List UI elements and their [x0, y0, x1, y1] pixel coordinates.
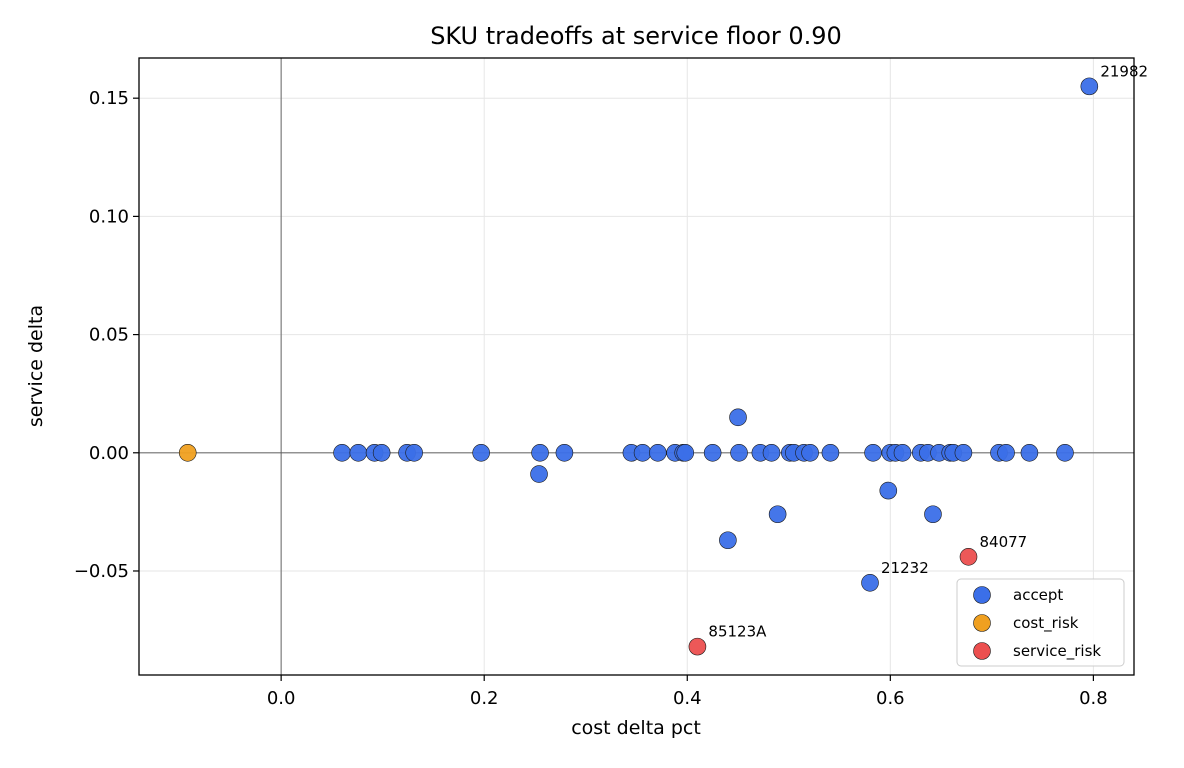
data-point-accept: [633, 443, 652, 462]
data-point-accept: [924, 505, 942, 524]
data-point-accept: [997, 443, 1015, 462]
data-point-service-risk: [688, 637, 707, 656]
legend-marker-accept: [973, 586, 991, 604]
y-axis-label: service delta: [25, 305, 47, 427]
data-point-accept: [762, 443, 781, 462]
data-point-accept: [954, 443, 973, 462]
data-point-accept: [861, 574, 879, 592]
y-tick-label: 0.15: [89, 88, 129, 109]
axis-ticks: 0.0 0.2 0.4 0.6 0.8 −0.05 0.00 0.05 0.10 0.15: [74, 88, 1108, 709]
legend: accept cost_risk service_risk: [956, 578, 1125, 667]
y-tick-label: 0.05: [89, 325, 129, 346]
data-point-accept: [1080, 77, 1099, 96]
data-point-accept: [864, 443, 882, 462]
legend-box: [956, 578, 1125, 667]
y-tick-label: 0.10: [89, 206, 129, 227]
data-point-accept: [530, 465, 548, 483]
data-point-accept: [730, 443, 748, 462]
data-point-accept: [893, 443, 912, 462]
data-point-accept: [372, 443, 391, 462]
data-point-service-risk: [959, 548, 978, 566]
data-point-accept: [703, 443, 722, 462]
x-tick-label: 0.8: [1079, 688, 1108, 709]
data-point-accept: [729, 408, 747, 427]
chart-title: SKU tradeoffs at service floor 0.90: [430, 22, 842, 50]
data-point-accept: [879, 481, 898, 500]
x-tick-label: 0.6: [876, 688, 905, 709]
plot-frame: [138, 57, 1135, 676]
point-annotation: 21232: [881, 559, 929, 577]
x-tick-label: 0.0: [267, 688, 296, 709]
y-tick-label: 0.00: [89, 443, 129, 464]
data-point-accept: [821, 443, 840, 462]
data-point-accept: [801, 443, 819, 462]
point-annotation: 85123A: [708, 623, 767, 641]
data-point-accept: [719, 531, 737, 550]
data-point-accept: [676, 443, 695, 462]
legend-marker-cost-risk: [973, 614, 991, 632]
legend-label: cost_risk: [1013, 614, 1079, 633]
data-point-accept: [1020, 443, 1039, 462]
data-point-accept: [405, 443, 423, 462]
data-points: [178, 77, 1099, 656]
data-point-accept: [649, 443, 667, 462]
data-point-accept: [333, 443, 351, 462]
point-annotations: 21982 84077 21232 85123A: [708, 62, 1148, 640]
legend-label: service_risk: [1013, 642, 1101, 661]
data-point-accept: [768, 505, 787, 524]
legend-label: accept: [1013, 586, 1063, 604]
data-point-accept: [555, 443, 574, 462]
data-point-accept: [1056, 443, 1074, 462]
data-point-cost-risk: [178, 443, 197, 462]
point-annotation: 84077: [980, 533, 1028, 551]
x-tick-label: 0.2: [470, 688, 499, 709]
x-tick-label: 0.4: [673, 688, 702, 709]
data-point-accept: [349, 443, 368, 462]
data-point-accept: [531, 443, 549, 462]
y-tick-label: −0.05: [74, 561, 129, 582]
data-point-accept: [472, 443, 490, 462]
x-axis-label: cost delta pct: [571, 717, 701, 739]
legend-marker-service-risk: [973, 642, 991, 660]
point-annotation: 21982: [1100, 62, 1148, 80]
